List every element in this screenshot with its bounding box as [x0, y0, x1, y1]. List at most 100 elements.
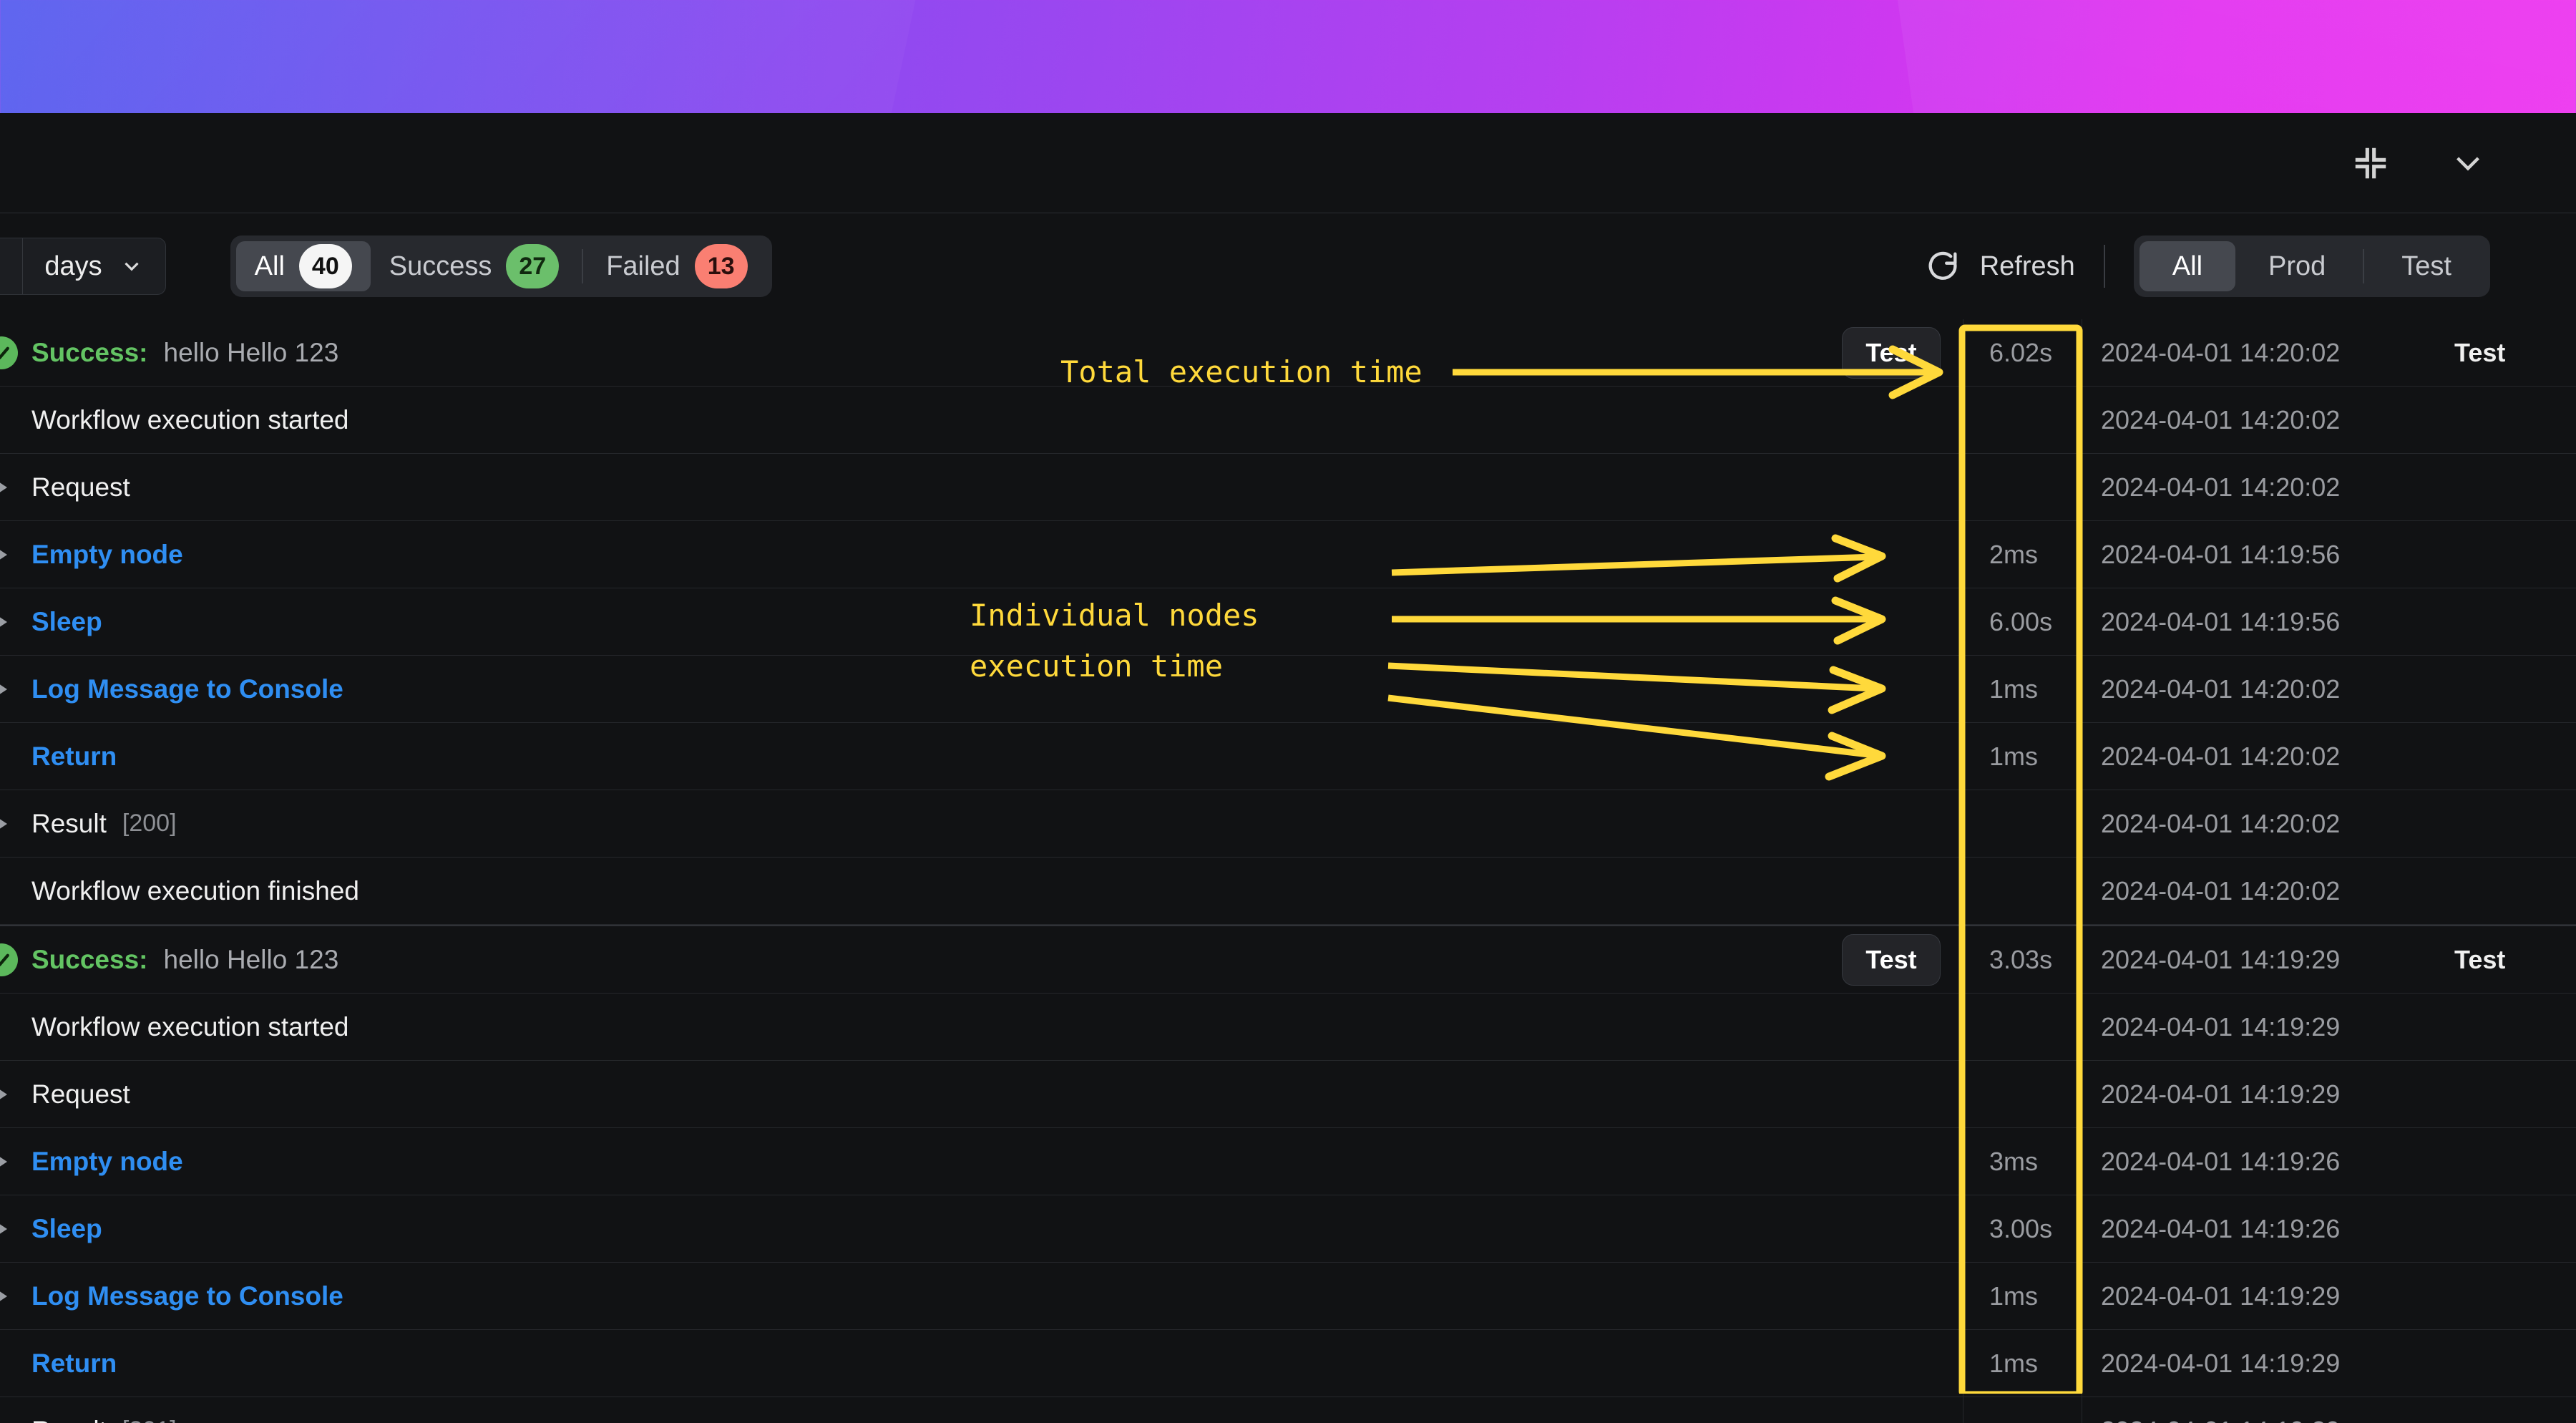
expand-caret-cell[interactable] — [0, 548, 31, 562]
step-result-code: [301] — [122, 1417, 177, 1423]
step-node-link[interactable]: Log Message to Console — [31, 1281, 343, 1311]
expand-caret-cell[interactable] — [0, 1087, 31, 1102]
minimize-icon[interactable] — [2348, 141, 2393, 185]
step-name: Empty node — [31, 1147, 1820, 1177]
execution-environment: Test — [2454, 338, 2576, 368]
chevron-right-icon — [0, 615, 7, 629]
date-unit-label: days — [44, 251, 102, 282]
status-filter-failed[interactable]: Failed 13 — [587, 241, 766, 291]
step-label: Request — [31, 1079, 130, 1109]
expand-caret-cell[interactable] — [0, 817, 31, 831]
row-duration: 1ms — [1963, 723, 2082, 790]
row-timestamp: 2024-04-01 14:19:29 — [2082, 1079, 2454, 1109]
row-timestamp: 2024-04-01 14:19:29 — [2082, 945, 2454, 975]
execution-environment: Test — [2454, 945, 2576, 975]
test-button-cell: Test — [1820, 327, 1963, 379]
step-label: Request — [31, 472, 130, 502]
step-name: Request — [31, 472, 1820, 502]
row-timestamp: 2024-04-01 14:20:02 — [2082, 472, 2454, 502]
divider — [2363, 249, 2364, 283]
chevron-right-icon — [0, 1155, 7, 1169]
date-unit-select[interactable]: days — [23, 238, 165, 294]
row-timestamp: 2024-04-01 14:20:02 — [2082, 809, 2454, 839]
step-name: Sleep — [31, 1214, 1820, 1244]
env-filter-all[interactable]: All — [2140, 241, 2235, 291]
step-name: Return — [31, 1349, 1820, 1379]
execution-status-label: Success: — [31, 338, 148, 368]
step-label: Workflow execution finished — [31, 876, 359, 906]
date-range-value[interactable]: ast 7 — [0, 238, 22, 294]
step-result-code: [200] — [122, 810, 177, 837]
execution-summary: Success:hello Hello 123 — [31, 945, 1820, 975]
row-timestamp: 2024-04-01 14:19:29 — [2082, 1012, 2454, 1042]
execution-summary: Success: hello Hello 123 — [31, 338, 1820, 368]
step-name: Result[301] — [31, 1416, 1820, 1423]
status-filter-failed-label: Failed — [606, 251, 680, 282]
row-duration: 6.00s — [1963, 588, 2082, 656]
row-duration — [1963, 994, 2082, 1061]
step-name: Log Message to Console — [31, 674, 1820, 704]
step-row: Result[200]2024-04-01 14:20:02 — [0, 790, 2576, 858]
row-timestamp: 2024-04-01 14:19:29 — [2082, 1349, 2454, 1379]
status-filter-success[interactable]: Success 27 — [371, 241, 577, 291]
success-check-icon — [0, 336, 18, 369]
test-button[interactable]: Test — [1842, 327, 1940, 379]
test-button-cell: Test — [1820, 934, 1963, 986]
row-duration: 6.02s — [1963, 319, 2082, 387]
filters-toolbar: ast 7 days All 40 Success 27 Failed 13 — [0, 213, 2576, 319]
expand-caret-cell[interactable] — [0, 615, 31, 629]
step-node-link[interactable]: Sleep — [31, 1214, 102, 1244]
step-node-link[interactable]: Sleep — [31, 607, 102, 637]
row-timestamp: 2024-04-01 14:19:29 — [2082, 1416, 2454, 1423]
expand-caret-cell[interactable] — [0, 682, 31, 696]
expand-caret-cell[interactable] — [0, 1289, 31, 1303]
step-name: Log Message to Console — [31, 1281, 1820, 1311]
status-filter-success-count: 27 — [506, 244, 559, 288]
env-filter-test[interactable]: Test — [2368, 241, 2484, 291]
step-node-link[interactable]: Empty node — [31, 540, 183, 570]
step-node-link[interactable]: Empty node — [31, 1147, 183, 1177]
expand-caret-cell[interactable] — [0, 480, 31, 495]
row-timestamp: 2024-04-01 14:19:29 — [2082, 1281, 2454, 1311]
env-filter-prod[interactable]: Prod — [2235, 241, 2358, 291]
test-button[interactable]: Test — [1842, 934, 1940, 986]
step-row: Result[301] 2024-04-01 14:19:29 — [0, 1397, 2576, 1423]
chevron-right-icon — [0, 1087, 7, 1102]
success-check-icon — [0, 943, 18, 976]
row-duration: 1ms — [1963, 656, 2082, 723]
step-name: Workflow execution started — [31, 1012, 1820, 1042]
chevron-right-icon — [0, 548, 7, 562]
row-duration — [1963, 790, 2082, 858]
step-node-link[interactable]: Log Message to Console — [31, 674, 343, 704]
refresh-label: Refresh — [1980, 251, 2075, 282]
step-node-link[interactable]: Return — [31, 1349, 117, 1379]
chevron-right-icon — [0, 1289, 7, 1303]
chevron-down-icon[interactable] — [2446, 141, 2490, 185]
status-filter-all[interactable]: All 40 — [236, 241, 371, 291]
date-range-control[interactable]: ast 7 days — [0, 238, 166, 295]
env-filter-group: All Prod Test — [2134, 235, 2490, 297]
status-filter-all-label: All — [255, 251, 285, 282]
expand-caret-cell[interactable] — [0, 1222, 31, 1236]
expand-caret-cell[interactable] — [0, 1155, 31, 1169]
refresh-button[interactable]: Refresh — [1924, 248, 2104, 285]
step-node-link[interactable]: Return — [31, 742, 117, 772]
row-timestamp: 2024-04-01 14:19:26 — [2082, 1147, 2454, 1177]
executions-panel: s ast 7 days — [0, 113, 2576, 1423]
execution-message: hello Hello 123 — [164, 338, 339, 368]
row-timestamp: 2024-04-01 14:19:26 — [2082, 1214, 2454, 1244]
step-name: Return — [31, 742, 1820, 772]
divider — [2104, 245, 2105, 288]
header-actions — [2348, 113, 2490, 213]
row-duration — [1963, 1397, 2082, 1423]
step-row: Workflow execution started 2024-04-01 14:… — [0, 994, 2576, 1061]
